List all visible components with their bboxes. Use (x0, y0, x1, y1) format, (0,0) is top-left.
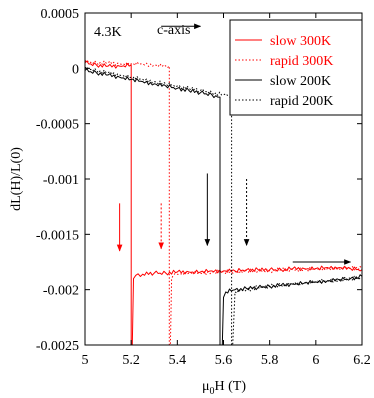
x-tick-label: 5 (82, 353, 89, 368)
arrow-layer (116, 23, 352, 265)
x-tick-label: 5.2 (122, 353, 140, 368)
legend-label-rapid-300k: rapid 300K (270, 54, 333, 69)
y-tick-label: -0.0015 (36, 228, 79, 243)
legend: slow 300K rapid 300K slow 200K rapid 200… (229, 19, 363, 116)
annotation-c-axis: c-axis (157, 23, 190, 38)
tick-layer: 5 5.2 5.4 5.6 5.8 6 6.2 0.0005 0 -0.0005 -0.001 -0.… (36, 7, 371, 368)
x-tick-label: 5.4 (169, 353, 187, 368)
y-tick-label: -0.002 (43, 284, 79, 299)
y-tick-label: -0.0025 (36, 339, 79, 354)
legend-box (229, 19, 363, 116)
annotation-temperature: 4.3K (94, 25, 122, 40)
x-tick-label: 5.6 (215, 353, 233, 368)
series-layer (85, 59, 362, 345)
x-axis-label-sub: 0 (210, 386, 215, 397)
y-tick-label: 0 (72, 62, 79, 77)
y-axis-label: dL(H)/L(0) (9, 147, 24, 211)
x-axis-label-rest: H (T) (215, 379, 247, 394)
x-axis-label-main: μ (202, 379, 210, 394)
x-axis-label: μ0H (T) (202, 379, 246, 397)
y-tick-label: 0.0005 (41, 7, 80, 22)
y-tick-label: -0.001 (43, 173, 79, 188)
x-tick-label: 6 (312, 353, 319, 368)
series-line-rapid-300k (85, 59, 362, 345)
legend-label-slow-300k: slow 300K (270, 34, 331, 49)
x-tick-label: 6.2 (353, 353, 371, 368)
series-line-rapid-200k (85, 66, 362, 345)
legend-label-rapid-200k: rapid 200K (270, 94, 333, 109)
x-tick-label: 5.8 (261, 353, 279, 368)
legend-label-slow-200k: slow 200K (270, 74, 331, 89)
y-tick-label: -0.0005 (36, 118, 79, 133)
